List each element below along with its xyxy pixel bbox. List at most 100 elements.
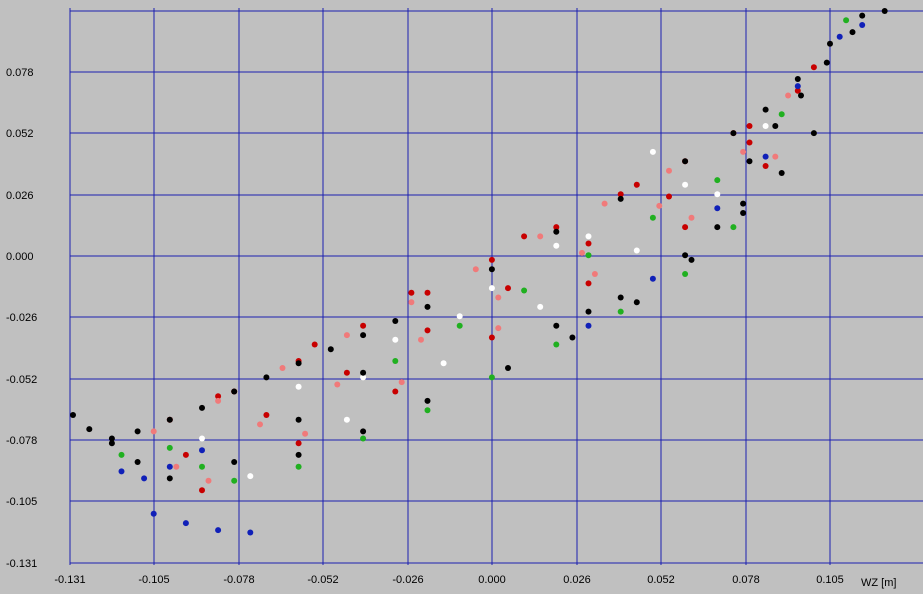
- data-point: [649, 148, 656, 155]
- y-tick-label: 0.026: [6, 190, 34, 202]
- data-point: [682, 224, 689, 231]
- data-point: [166, 416, 173, 423]
- data-point: [688, 256, 695, 263]
- data-point: [591, 271, 598, 277]
- data-point: [682, 271, 689, 277]
- data-point: [495, 294, 502, 301]
- data-point: [360, 332, 367, 339]
- data-point: [762, 153, 769, 160]
- data-point: [134, 459, 141, 465]
- data-point: [108, 435, 115, 442]
- x-tick-label: 0.000: [478, 574, 506, 586]
- data-point: [617, 294, 624, 301]
- data-point: [231, 477, 238, 484]
- data-point: [794, 76, 801, 82]
- data-point: [682, 181, 689, 188]
- data-point: [617, 195, 624, 202]
- data-point: [794, 87, 801, 94]
- data-point: [295, 416, 302, 423]
- data-point: [762, 163, 769, 169]
- data-point: [746, 123, 753, 129]
- data-point: [778, 170, 785, 176]
- data-point: [553, 242, 560, 249]
- data-point: [505, 365, 511, 371]
- data-point: [424, 327, 431, 334]
- series-4: [118, 22, 866, 536]
- data-point: [199, 463, 205, 470]
- data-point: [617, 308, 624, 315]
- data-point: [472, 266, 479, 273]
- x-tick-label: -0.105: [138, 574, 169, 586]
- x-tick-label: 0.052: [647, 574, 675, 586]
- data-point: [150, 510, 157, 517]
- data-point: [772, 153, 779, 160]
- data-point: [488, 285, 495, 292]
- data-point: [150, 428, 157, 435]
- data-point: [785, 92, 792, 99]
- data-point: [827, 40, 833, 47]
- data-point: [730, 224, 737, 231]
- data-point: [688, 214, 695, 221]
- data-point: [215, 527, 222, 534]
- data-point: [488, 374, 495, 381]
- data-point: [553, 341, 560, 348]
- data-point: [633, 181, 640, 188]
- data-point: [794, 83, 801, 90]
- data-point: [257, 421, 263, 428]
- y-tick-label: 0.052: [6, 128, 34, 140]
- data-point: [810, 64, 817, 71]
- data-point: [118, 468, 125, 475]
- data-point: [843, 17, 850, 24]
- data-point: [247, 473, 254, 480]
- grid-layer: [69, 8, 923, 565]
- data-point: [295, 440, 302, 447]
- series-1: [150, 92, 792, 484]
- data-point: [778, 111, 785, 118]
- data-point: [798, 92, 804, 99]
- data-point: [205, 477, 212, 484]
- data-point: [521, 233, 528, 240]
- data-point: [231, 459, 238, 465]
- data-point: [343, 416, 350, 423]
- data-point: [849, 29, 856, 36]
- data-point: [302, 430, 309, 437]
- x-tick-label: -0.052: [307, 574, 338, 586]
- data-point: [495, 325, 502, 332]
- data-point: [537, 303, 544, 310]
- data-point: [656, 202, 663, 209]
- data-point: [740, 148, 747, 155]
- data-point: [327, 346, 334, 353]
- data-point: [360, 369, 367, 376]
- data-point: [295, 383, 302, 390]
- data-point: [199, 447, 205, 454]
- ticks-layer: -0.131 -0.105 -0.078 -0.052 -0.026 0.000 0.026…: [6, 67, 844, 586]
- data-point: [295, 463, 302, 470]
- data-point: [633, 299, 640, 306]
- data-point: [585, 252, 592, 259]
- data-point: [343, 332, 350, 339]
- y-tick-label: 0.078: [6, 67, 34, 79]
- data-point: [173, 463, 180, 470]
- data-point: [714, 224, 721, 231]
- data-point: [166, 444, 173, 451]
- data-point: [633, 247, 640, 254]
- data-point: [215, 393, 222, 400]
- y-tick-label: -0.052: [6, 374, 37, 386]
- data-point: [182, 451, 189, 458]
- data-point: [456, 313, 463, 320]
- data-point: [881, 8, 888, 14]
- data-point: [398, 379, 405, 386]
- data-point: [488, 266, 495, 273]
- x-tick-label: -0.078: [223, 574, 254, 586]
- series-2: [199, 123, 769, 480]
- data-point: [553, 322, 560, 329]
- data-point: [762, 123, 769, 129]
- data-point: [118, 451, 125, 458]
- data-point: [392, 388, 399, 395]
- data-point: [714, 177, 721, 184]
- data-point: [714, 205, 721, 212]
- data-point: [456, 322, 463, 329]
- x-tick-label: 0.026: [563, 574, 591, 586]
